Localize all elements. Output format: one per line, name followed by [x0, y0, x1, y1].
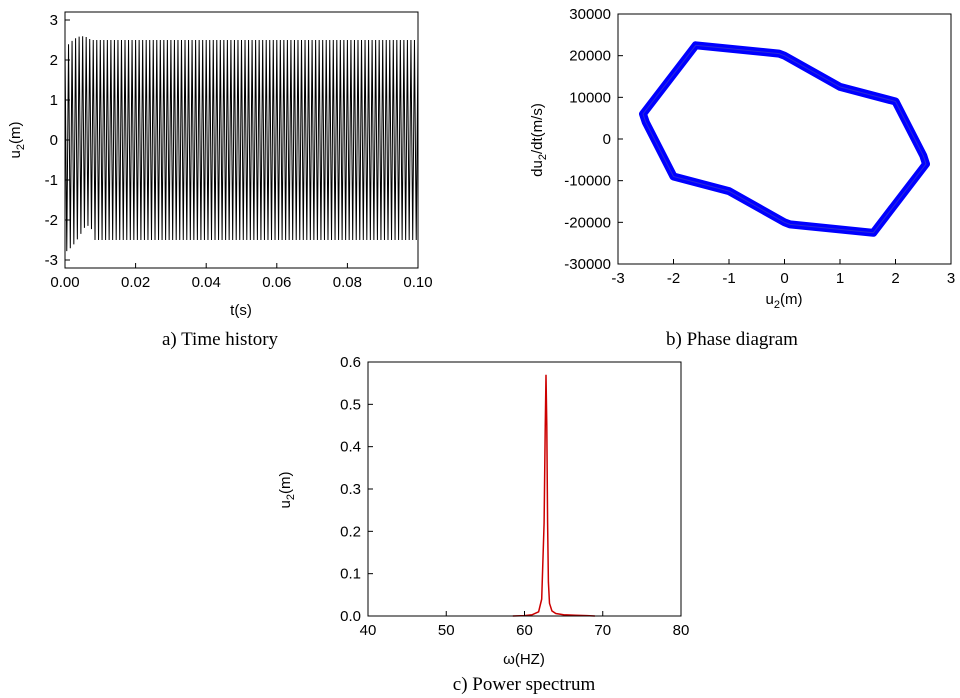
power-spectrum-caption: c) Power spectrum — [453, 674, 596, 695]
c-y-tick-label: 0.0 — [340, 608, 361, 625]
c-x-tick-label: 70 — [594, 622, 611, 639]
a-x-tick-label: 0.00 — [50, 274, 79, 291]
b-y-tick-label: -10000 — [564, 173, 611, 190]
a-x-tick-label: 0.02 — [121, 274, 150, 291]
b-y-tick-label: -20000 — [564, 214, 611, 231]
b-x-tick-label: -3 — [611, 270, 624, 287]
a-x-tick-label: 0.10 — [403, 274, 432, 291]
a-x-tick-label: 0.08 — [333, 274, 362, 291]
power-spectrum-plot-area — [513, 375, 595, 616]
power-spectrum-x-axis-label: ω(HZ) — [503, 651, 545, 668]
b-x-tick-label: 3 — [947, 270, 955, 287]
phase-diagram-chart: -3 -2 -1 0 1 2 3 -30000 -20000 -10000 0 10000 20000… — [529, 6, 955, 350]
power-spectrum-x-ticks: 40 50 60 70 80 — [360, 611, 690, 639]
phase-diagram-orbit-inner — [643, 45, 926, 233]
c-x-tick-label: 40 — [360, 622, 377, 639]
b-y-tick-label: 0 — [603, 131, 611, 148]
c-y-tick-label: 0.4 — [340, 439, 361, 456]
time-history-x-axis-label: t(s) — [230, 302, 252, 319]
b-x-tick-label: 2 — [891, 270, 899, 287]
time-history-caption: a) Time history — [162, 329, 279, 350]
c-y-tick-label: 0.3 — [340, 481, 361, 498]
a-y-tick-label: -1 — [45, 172, 58, 189]
b-x-tick-label: 0 — [780, 270, 788, 287]
time-history-series-line — [65, 36, 418, 251]
phase-diagram-x-ticks: -3 -2 -1 0 1 2 3 — [611, 259, 955, 287]
time-history-chart: 0.00 0.02 0.04 0.06 0.08 0.10 -3 -2 -1 0 1 2 3 t(s)… — [7, 12, 433, 350]
b-y-tick-label: 20000 — [569, 48, 611, 65]
time-history-y-axis-label: u2(m) — [7, 122, 27, 159]
c-x-tick-label: 60 — [516, 622, 533, 639]
phase-diagram-plot-area — [643, 45, 926, 233]
time-history-plot-area — [65, 36, 418, 251]
a-y-tick-label: -2 — [45, 212, 58, 229]
b-x-tick-label: 1 — [836, 270, 844, 287]
c-y-tick-label: 0.1 — [340, 566, 361, 583]
phase-diagram-orbit — [643, 45, 926, 233]
power-spectrum-chart: 40 50 60 70 80 0.0 0.1 0.2 0.3 0.4 0.5 0.6 ω(HZ) u… — [277, 354, 689, 695]
a-x-tick-label: 0.04 — [192, 274, 221, 291]
b-y-tick-label: -30000 — [564, 256, 611, 273]
b-y-tick-label: 10000 — [569, 89, 611, 106]
c-y-tick-label: 0.2 — [340, 523, 361, 540]
time-history-x-ticks: 0.00 0.02 0.04 0.06 0.08 0.10 — [50, 263, 432, 291]
b-x-tick-label: -2 — [667, 270, 680, 287]
phase-diagram-y-ticks: -30000 -20000 -10000 0 10000 20000 30000 — [564, 6, 623, 273]
b-x-tick-label: -1 — [722, 270, 735, 287]
a-y-tick-label: 1 — [50, 92, 58, 109]
power-spectrum-series-line — [513, 375, 595, 616]
c-y-tick-label: 0.6 — [340, 354, 361, 371]
a-y-tick-label: 2 — [50, 52, 58, 69]
a-y-tick-label: 0 — [50, 132, 58, 149]
phase-diagram-caption: b) Phase diagram — [666, 329, 798, 350]
a-y-tick-label: -3 — [45, 252, 58, 269]
c-x-tick-label: 80 — [673, 622, 690, 639]
c-x-tick-label: 50 — [438, 622, 455, 639]
a-x-tick-label: 0.06 — [262, 274, 291, 291]
b-y-tick-label: 30000 — [569, 6, 611, 23]
a-y-tick-label: 3 — [50, 12, 58, 29]
phase-diagram-x-axis-label: u2(m) — [766, 291, 803, 311]
power-spectrum-frame — [368, 362, 681, 616]
phase-diagram-y-axis-label: du2/dt(m/s) — [529, 103, 549, 177]
power-spectrum-y-axis-label: u2(m) — [277, 472, 297, 509]
c-y-tick-label: 0.5 — [340, 396, 361, 413]
